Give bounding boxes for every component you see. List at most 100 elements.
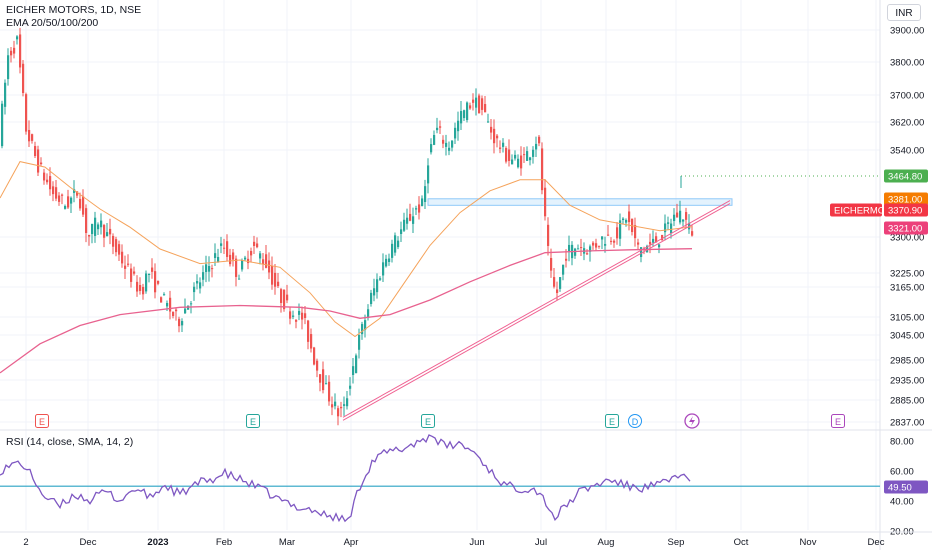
candle-body bbox=[331, 404, 334, 408]
candle-body bbox=[175, 309, 178, 312]
candle-body bbox=[91, 223, 94, 235]
candle-body bbox=[529, 157, 532, 161]
price-tick-label: 2885.00 bbox=[890, 396, 924, 407]
candle-body bbox=[31, 134, 34, 141]
candle-body bbox=[445, 142, 448, 147]
price-tick-label: 2837.00 bbox=[890, 418, 924, 429]
candle-body bbox=[283, 289, 286, 310]
candle-body bbox=[295, 319, 298, 322]
candle-body bbox=[547, 224, 550, 246]
candle-body bbox=[580, 247, 583, 249]
candle-body bbox=[250, 250, 253, 256]
candle-body bbox=[19, 34, 22, 68]
event-marker[interactable]: E bbox=[831, 414, 845, 428]
candle-body bbox=[133, 271, 136, 274]
time-tick-label: Nov bbox=[800, 537, 817, 548]
candle-body bbox=[526, 151, 529, 161]
candle-body bbox=[502, 142, 505, 147]
candle-body bbox=[109, 228, 112, 235]
rsi-legend[interactable]: RSI (14, close, SMA, 14, 2) bbox=[6, 436, 134, 448]
candle-body bbox=[340, 406, 343, 409]
candle-body bbox=[655, 236, 658, 243]
price-axis[interactable]: 3900.00 3800.00 3700.00 3620.00 3540.00 3300.… bbox=[830, 26, 928, 538]
candle-body bbox=[127, 263, 130, 265]
svg-text:EICHERMOT: EICHERMOT bbox=[834, 206, 891, 217]
candle-body bbox=[262, 259, 265, 264]
time-axis[interactable]: 2 Dec 2023 Feb Mar Apr Jun Jul Aug Sep Oct Nov Dec bbox=[0, 531, 932, 548]
candle-body bbox=[415, 208, 418, 210]
symbol-price-tag: EICHERMOT bbox=[830, 203, 891, 217]
time-tick-label: 2023 bbox=[147, 537, 168, 548]
event-marker[interactable]: E bbox=[605, 414, 619, 428]
candle-body bbox=[634, 225, 637, 239]
candle-body bbox=[589, 246, 592, 252]
candle-body bbox=[121, 251, 124, 264]
time-tick-label: Feb bbox=[216, 537, 232, 548]
candle-body bbox=[499, 147, 502, 149]
currency-button[interactable]: INR bbox=[887, 4, 921, 21]
candle-body bbox=[391, 243, 394, 258]
candle-body bbox=[25, 94, 28, 132]
ema-fast-line bbox=[0, 161, 693, 338]
candle-body bbox=[154, 271, 157, 293]
candle-body bbox=[466, 102, 469, 121]
candle-body bbox=[241, 260, 244, 270]
candle-body bbox=[10, 50, 13, 56]
candle-body bbox=[604, 243, 607, 246]
support-trendline bbox=[342, 200, 731, 418]
candle-body bbox=[238, 278, 241, 280]
candle-body bbox=[562, 264, 565, 275]
candle-body bbox=[490, 126, 493, 133]
price-tick-label: 3900.00 bbox=[890, 26, 924, 37]
time-tick-label: Dec bbox=[868, 537, 885, 548]
candle-body bbox=[439, 126, 442, 128]
symbol-legend[interactable]: EICHER MOTORS, 1D, NSE bbox=[6, 4, 142, 16]
high-price-badge: 3464.80 bbox=[884, 169, 928, 183]
candle-body bbox=[22, 63, 25, 93]
candle-body bbox=[103, 225, 106, 238]
candle-body bbox=[520, 155, 523, 169]
event-marker[interactable]: E bbox=[246, 414, 260, 428]
resistance-zone bbox=[427, 198, 733, 206]
candle-body bbox=[217, 256, 220, 262]
event-marker[interactable]: D bbox=[628, 414, 642, 428]
candle-body bbox=[184, 308, 187, 314]
candle-body bbox=[313, 347, 316, 365]
candle-body bbox=[310, 334, 313, 349]
candle-body bbox=[478, 95, 481, 114]
candle-body bbox=[397, 240, 400, 248]
candle-body bbox=[664, 223, 667, 233]
candle-body bbox=[457, 120, 460, 132]
candle-body bbox=[505, 148, 508, 162]
candle-body bbox=[607, 234, 610, 236]
candle-body bbox=[343, 404, 346, 406]
candle-body bbox=[493, 128, 496, 144]
candle-body bbox=[358, 335, 361, 350]
candle-body bbox=[610, 240, 613, 242]
time-tick-label: Oct bbox=[734, 537, 749, 548]
split-event-icon[interactable] bbox=[684, 413, 700, 429]
candle-body bbox=[40, 162, 43, 165]
candle-body bbox=[568, 244, 571, 252]
price-tick-label: 3620.00 bbox=[890, 118, 924, 129]
candle-body bbox=[451, 140, 454, 148]
candle-body bbox=[436, 127, 439, 131]
ema-legend[interactable]: EMA 20/50/100/200 bbox=[6, 17, 99, 29]
candle-body bbox=[658, 244, 661, 248]
ema-lines bbox=[0, 161, 693, 374]
price-tick-label: 3300.00 bbox=[890, 233, 924, 244]
ema200-price-badge: 3321.00 bbox=[884, 221, 928, 235]
event-marker[interactable]: E bbox=[35, 414, 49, 428]
candle-body bbox=[424, 186, 427, 202]
candle-body bbox=[88, 234, 91, 237]
candle-body bbox=[193, 286, 196, 293]
candle-body bbox=[535, 143, 538, 150]
candle-body bbox=[595, 243, 598, 248]
candle-body bbox=[85, 208, 88, 233]
candle-body bbox=[628, 211, 631, 223]
candle-body bbox=[553, 277, 556, 287]
candle-body bbox=[178, 318, 181, 327]
event-marker[interactable]: E bbox=[421, 414, 435, 428]
